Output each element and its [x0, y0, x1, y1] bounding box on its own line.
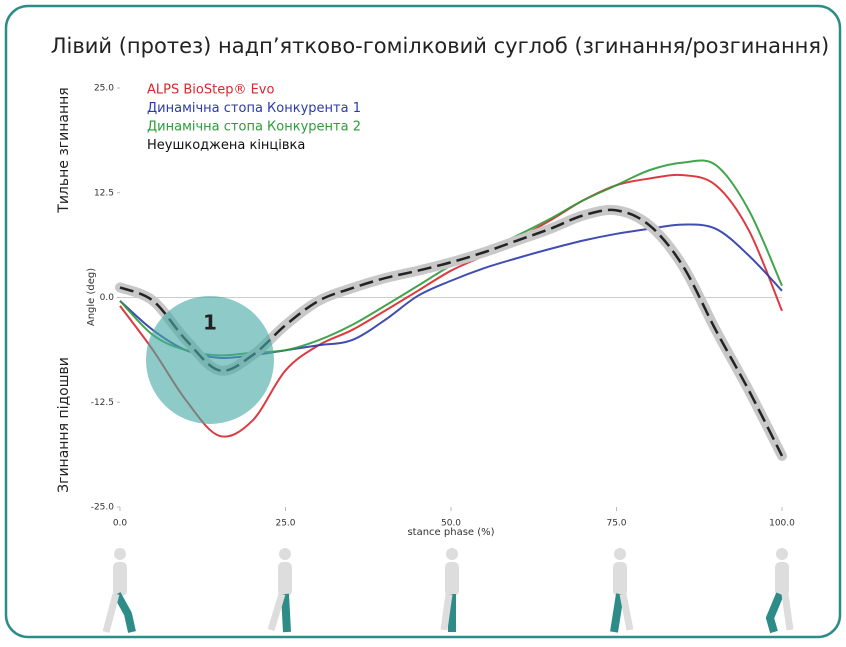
upper-label: Тильне згинання: [56, 87, 72, 213]
lower-label: Згинання підошви: [56, 357, 72, 493]
x-tick-label: 50.0: [441, 519, 461, 529]
x-tick-label: 100.0: [769, 519, 795, 529]
y-tick-label: 25.0: [94, 84, 114, 94]
x-tick-label: 0.0: [113, 519, 128, 529]
legend-entry: Динамічна стопа Конкурента 1: [147, 101, 361, 116]
legend: ALPS BioStep® Evo Динамічна стопа Конкуре…: [147, 83, 361, 154]
legend-entry: Динамічна стопа Конкурента 2: [147, 120, 361, 135]
x-tick-label: 75.0: [606, 519, 626, 529]
y-axis-label: Angle (deg): [86, 268, 97, 326]
chart-title: Лівий (протез) надп’ятково-гомілковий су…: [51, 34, 829, 58]
legend-entry: Неушкоджена кінцівка: [147, 138, 305, 153]
x-axis-label: stance phase (%): [407, 527, 494, 538]
figures: [102, 548, 794, 634]
y-tick-label: -12.5: [91, 398, 114, 408]
x-tick-label: 25.0: [275, 519, 295, 529]
y-tick-label: -25.0: [91, 503, 115, 513]
card: [4, 4, 842, 639]
series-line: [119, 173, 783, 438]
annotation: 1: [203, 311, 217, 335]
legend-entry: ALPS BioStep® Evo: [147, 83, 274, 98]
y-tick-label: 0.0: [100, 293, 115, 303]
y-tick-label: 12.5: [94, 188, 114, 198]
plot: 25.0 12.5 0.0 -12.5 -25.0 0.0 25.0 50.0 75.0 100.…: [91, 84, 795, 529]
annotation-circle: [146, 296, 274, 424]
